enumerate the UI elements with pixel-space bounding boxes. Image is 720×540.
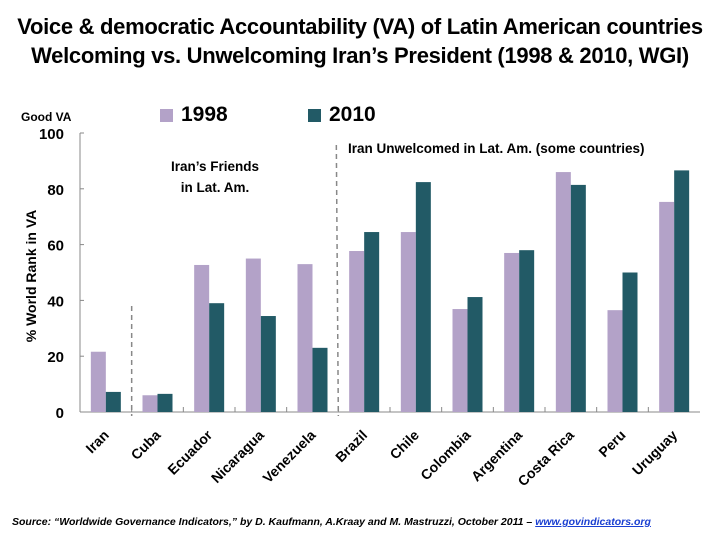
bar-1998-venezuela xyxy=(297,264,313,412)
chart-subtitle: Welcoming vs. Unwelcoming Iran’s Preside… xyxy=(31,43,689,68)
x-tick-label: Brazil xyxy=(332,427,370,465)
source-link[interactable]: www.govindicators.org xyxy=(535,516,651,528)
bar-2010-iran xyxy=(105,391,121,412)
bar-2010-nicaragua xyxy=(260,316,276,412)
legend-swatch-2010 xyxy=(308,108,321,122)
bar-1998-chile xyxy=(400,232,416,412)
x-tick-label: Ecuador xyxy=(164,426,215,477)
bar-1998-peru xyxy=(607,310,623,412)
bar-1998-cuba xyxy=(142,395,158,412)
y-tick-label: 60 xyxy=(47,238,64,255)
bar-2010-argentina xyxy=(519,250,535,412)
legend-item-2010: 2010 xyxy=(308,103,376,127)
chart-title: Voice & democratic Accountability (VA) o… xyxy=(17,14,703,39)
legend-item-1998: 1998 xyxy=(160,103,228,127)
bar-1998-costa-rica xyxy=(555,172,571,412)
annotation-friends-line-2: in Lat. Am. xyxy=(180,180,250,195)
bar-1998-brazil xyxy=(349,251,365,412)
legend-label-1998: 1998 xyxy=(181,103,228,126)
annotation-unwelcomed: Iran Unwelcomed in Lat. Am. (some countr… xyxy=(348,141,645,156)
bar-2010-uruguay xyxy=(674,170,690,412)
x-tick-label: Nicaragua xyxy=(208,427,267,486)
y-top-note: Good VA xyxy=(21,110,72,124)
source-note: Source: “Worldwide Governance Indicators… xyxy=(12,516,651,528)
y-tick-label: 80 xyxy=(47,182,64,199)
bar-1998-nicaragua xyxy=(245,258,261,412)
x-tick-label: Venezuela xyxy=(259,427,318,486)
x-tick-label: Peru xyxy=(595,427,628,460)
bar-2010-ecuador xyxy=(209,303,225,412)
y-tick-label: 100 xyxy=(39,126,64,143)
bar-1998-ecuador xyxy=(194,264,210,412)
source-text: Source: “Worldwide Governance Indicators… xyxy=(12,516,536,528)
x-tick-label: Colombia xyxy=(417,427,474,484)
x-tick-label: Uruguay xyxy=(629,427,681,479)
bar-1998-argentina xyxy=(504,252,520,412)
bar-1998-colombia xyxy=(452,309,468,412)
bar-2010-cuba xyxy=(157,393,173,412)
bar-1998-uruguay xyxy=(659,201,675,412)
legend-label-2010: 2010 xyxy=(329,103,376,126)
y-tick-label: 40 xyxy=(47,293,64,310)
x-tick-label: Cuba xyxy=(128,427,164,463)
x-tick-label: Costa Rica xyxy=(514,427,577,490)
bar-1998-iran xyxy=(90,351,106,412)
bar-2010-chile xyxy=(415,182,431,412)
bar-2010-costa-rica xyxy=(570,184,586,412)
bar-2010-brazil xyxy=(364,232,380,412)
legend-swatch-1998 xyxy=(160,108,173,122)
annotation-friends-line-1: Iran’s Friends xyxy=(170,159,260,174)
bar-2010-colombia xyxy=(467,297,483,412)
y-tick-label: 20 xyxy=(47,349,64,366)
bar-2010-peru xyxy=(622,272,638,412)
x-tick-label: Iran xyxy=(82,427,111,456)
annotation-friends: Iran’s Friends in Lat. Am. xyxy=(150,156,280,198)
y-tick-label: 0 xyxy=(56,405,64,422)
x-tick-label: Chile xyxy=(386,427,422,463)
separator-dashed-line-2 xyxy=(335,144,340,417)
bar-2010-venezuela xyxy=(312,347,328,412)
